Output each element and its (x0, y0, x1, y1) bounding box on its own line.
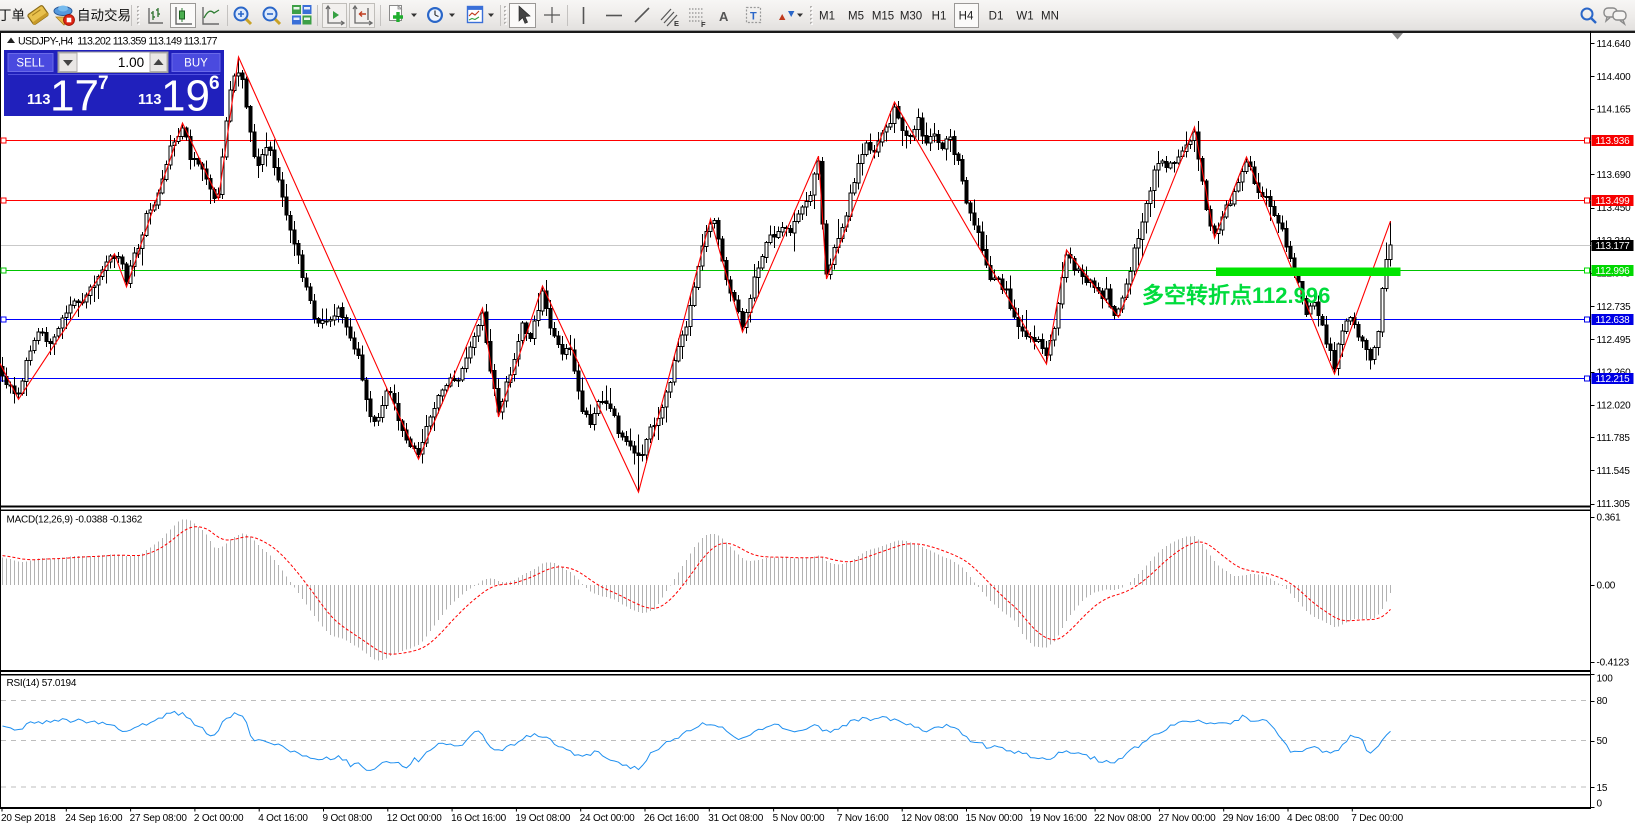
svg-text:12 Oct 00:00: 12 Oct 00:00 (387, 813, 442, 824)
svg-text:114.640: 114.640 (1597, 39, 1632, 50)
svg-text:6: 6 (209, 73, 220, 94)
svg-text:A: A (719, 9, 729, 24)
svg-text:SELL: SELL (16, 58, 45, 70)
svg-text:15 Nov 00:00: 15 Nov 00:00 (966, 813, 1024, 824)
svg-text:112.495: 112.495 (1597, 335, 1632, 346)
svg-text:20 Sep 2018: 20 Sep 2018 (1, 813, 56, 824)
svg-text:D1: D1 (989, 11, 1004, 23)
svg-text:19 Oct 08:00: 19 Oct 08:00 (515, 813, 570, 824)
svg-text:112.020: 112.020 (1597, 400, 1632, 411)
svg-text:113.450: 113.450 (1597, 203, 1632, 214)
svg-text:113.177: 113.177 (1596, 241, 1631, 252)
svg-text:113: 113 (27, 92, 50, 108)
svg-text:27 Nov 00:00: 27 Nov 00:00 (1158, 813, 1216, 824)
svg-text:M5: M5 (848, 11, 864, 23)
svg-text:H4: H4 (959, 11, 974, 23)
svg-text:114.165: 114.165 (1597, 104, 1632, 115)
svg-text:-0.4123: -0.4123 (1597, 658, 1630, 669)
svg-text:0.361: 0.361 (1597, 513, 1622, 524)
svg-text:111.785: 111.785 (1597, 433, 1631, 444)
svg-text:4 Dec 08:00: 4 Dec 08:00 (1287, 813, 1339, 824)
svg-text:24 Sep 16:00: 24 Sep 16:00 (65, 813, 123, 824)
svg-text:E: E (674, 19, 679, 28)
svg-text:9 Oct 08:00: 9 Oct 08:00 (323, 813, 373, 824)
svg-text:0.00: 0.00 (1597, 580, 1616, 591)
svg-text:BUY: BUY (184, 58, 208, 70)
svg-text:T: T (750, 11, 757, 23)
svg-text:29 Nov 16:00: 29 Nov 16:00 (1223, 813, 1281, 824)
svg-text:自动交易: 自动交易 (77, 7, 131, 23)
svg-text:27 Sep 08:00: 27 Sep 08:00 (130, 813, 188, 824)
svg-text:W1: W1 (1016, 11, 1033, 23)
svg-text:2 Oct 00:00: 2 Oct 00:00 (194, 813, 244, 824)
svg-text:26 Oct 16:00: 26 Oct 16:00 (644, 813, 699, 824)
svg-text:H1: H1 (932, 11, 947, 23)
svg-text:4 Oct 16:00: 4 Oct 16:00 (258, 813, 308, 824)
svg-text:5 Nov 00:00: 5 Nov 00:00 (773, 813, 825, 824)
svg-text:50: 50 (1597, 736, 1608, 747)
svg-text:17: 17 (50, 72, 99, 121)
svg-text:19 Nov 16:00: 19 Nov 16:00 (1030, 813, 1088, 824)
svg-text:113.690: 113.690 (1597, 170, 1632, 181)
svg-text:80: 80 (1597, 696, 1608, 707)
svg-text:多空转折点112.996: 多空转折点112.996 (1142, 283, 1330, 308)
svg-text:12 Nov 08:00: 12 Nov 08:00 (901, 813, 959, 824)
svg-text:112.735: 112.735 (1597, 302, 1632, 313)
svg-text:112.260: 112.260 (1597, 367, 1632, 378)
svg-text:MACD(12,26,9) -0.0388 -0.1362: MACD(12,26,9) -0.0388 -0.1362 (7, 515, 143, 526)
svg-text:M15: M15 (872, 11, 894, 23)
svg-text:7 Dec 00:00: 7 Dec 00:00 (1351, 813, 1403, 824)
svg-text:16 Oct 16:00: 16 Oct 16:00 (451, 813, 506, 824)
svg-text:19: 19 (161, 72, 210, 121)
svg-text:1.00: 1.00 (118, 55, 144, 70)
svg-text:114.400: 114.400 (1597, 72, 1632, 83)
svg-text:15: 15 (1597, 783, 1608, 794)
svg-text:111.545: 111.545 (1597, 466, 1631, 477)
svg-text:7 Nov 16:00: 7 Nov 16:00 (837, 813, 889, 824)
svg-text:RSI(14) 57.0194: RSI(14) 57.0194 (7, 678, 77, 689)
svg-text:USDJPY-,H4 113.202 113.359 11: USDJPY-,H4 113.202 113.359 113.149 113.1… (18, 36, 218, 48)
svg-text:111.305: 111.305 (1597, 499, 1631, 510)
svg-text:7: 7 (98, 73, 109, 94)
svg-text:0: 0 (1597, 799, 1603, 810)
svg-text:113: 113 (138, 92, 161, 108)
svg-text:113.936: 113.936 (1596, 136, 1631, 147)
svg-text:MN: MN (1041, 11, 1059, 23)
svg-text:M1: M1 (819, 11, 835, 23)
svg-text:F: F (701, 20, 706, 29)
svg-text:24 Oct 00:00: 24 Oct 00:00 (580, 813, 635, 824)
svg-text:100: 100 (1597, 674, 1614, 685)
svg-text:112.996: 112.996 (1596, 266, 1631, 277)
svg-text:M30: M30 (900, 11, 922, 23)
svg-text:113.499: 113.499 (1596, 196, 1631, 207)
svg-text:112.638: 112.638 (1596, 315, 1631, 326)
svg-text:112.215: 112.215 (1596, 374, 1631, 385)
svg-text:31 Oct 08:00: 31 Oct 08:00 (708, 813, 763, 824)
svg-text:丁单: 丁单 (0, 8, 25, 23)
svg-text:22 Nov 08:00: 22 Nov 08:00 (1094, 813, 1152, 824)
